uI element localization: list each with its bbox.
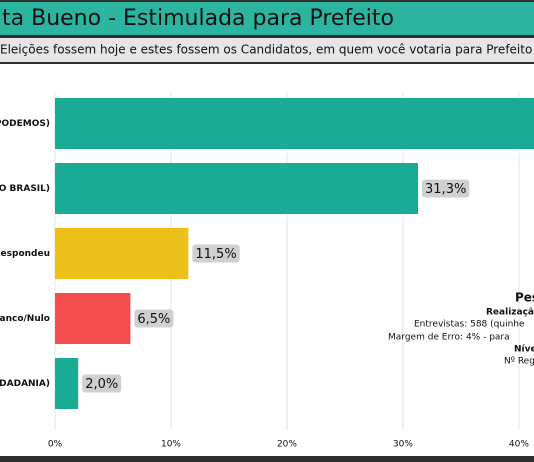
annotation: Margem de Erro: 4% - para <box>388 333 510 343</box>
chart-title: ta Bueno - Estimulada para Prefeito <box>2 6 394 31</box>
category-label: DADANIA) <box>0 379 50 389</box>
plot: 0% 10% 20% 30% 40% PODEMOS) AO BRASIL) 31,3% Res… <box>0 92 534 450</box>
x-tick-label: 30% <box>393 440 413 450</box>
value-label-bg <box>192 244 240 263</box>
bar <box>55 293 131 344</box>
bar <box>55 98 534 149</box>
value-label-bg <box>134 309 174 328</box>
value-label: 2,0% <box>85 377 118 392</box>
x-tick-label: 10% <box>161 440 181 450</box>
category-label: anco/Nulo <box>0 314 50 324</box>
value-label: 6,5% <box>137 312 170 327</box>
value-label: 11,5% <box>195 247 236 262</box>
category-label: Respondeu <box>0 249 50 259</box>
title-bar <box>0 2 534 35</box>
subtitle-bar <box>0 38 534 62</box>
bar <box>55 228 189 279</box>
x-tick-label: 0% <box>48 440 63 450</box>
value-label-bg <box>82 374 122 393</box>
category-label: AO BRASIL) <box>0 184 50 194</box>
category-label: PODEMOS) <box>0 119 50 129</box>
bar <box>55 358 79 409</box>
bar <box>55 163 419 214</box>
value-label-bg <box>422 179 470 198</box>
x-tick-label: 20% <box>277 440 297 450</box>
value-label: 31,3% <box>425 182 466 197</box>
annotation: Pes <box>515 291 534 305</box>
annotation: Níve <box>514 345 534 355</box>
x-tick-label: 40% <box>509 440 529 450</box>
annotation: Entrevistas: 588 (quinhe <box>414 320 525 330</box>
chart-subtitle: Eleições fossem hoje e estes fossem os C… <box>0 43 534 57</box>
annotation: Nº Regi <box>504 357 534 367</box>
annotation: Realizaçã <box>486 308 534 318</box>
